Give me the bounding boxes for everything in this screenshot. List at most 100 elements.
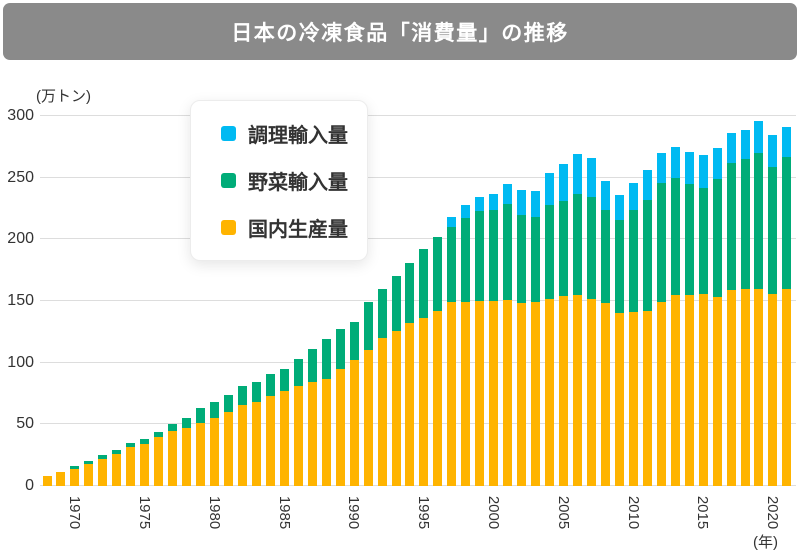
bar-2009 bbox=[614, 194, 624, 486]
bar-segment-1971 bbox=[84, 463, 94, 486]
bar-segment-1996 bbox=[433, 310, 443, 486]
bar-segment-2018 bbox=[740, 288, 750, 486]
bar-segment-1997 bbox=[447, 217, 457, 227]
bar-segment-2012 bbox=[656, 153, 666, 183]
bar-segment-2016 bbox=[712, 178, 722, 298]
x-tick-label-1980: 1980 bbox=[206, 495, 224, 529]
bar-segment-2012 bbox=[656, 302, 666, 486]
bar-segment-1998 bbox=[461, 218, 471, 303]
bar-1973 bbox=[112, 450, 122, 486]
bar-segment-1972 bbox=[98, 455, 108, 459]
legend-label-domestic-production: 国内生産量 bbox=[248, 219, 348, 241]
bar-2017 bbox=[726, 133, 736, 486]
bar-segment-2021 bbox=[782, 288, 792, 486]
bar-segment-1987 bbox=[307, 382, 317, 486]
bar-segment-1981 bbox=[223, 394, 233, 412]
chart-title-bar: 日本の冷凍食品「消費量」の推移 bbox=[3, 3, 797, 60]
bar-segment-2015 bbox=[698, 155, 708, 188]
bar-1997 bbox=[447, 217, 457, 486]
bar-1989 bbox=[335, 329, 345, 486]
bar-segment-2007 bbox=[586, 298, 596, 486]
bar-segment-1993 bbox=[391, 276, 401, 331]
bar-segment-2010 bbox=[628, 312, 638, 486]
bar-segment-2000 bbox=[489, 301, 499, 486]
bar-segment-1990 bbox=[349, 360, 359, 486]
bar-segment-2001 bbox=[503, 203, 513, 300]
bar-segment-1991 bbox=[363, 302, 373, 351]
bar-1979 bbox=[196, 408, 206, 486]
bar-segment-2015 bbox=[698, 187, 708, 294]
bar-segment-2018 bbox=[740, 129, 750, 160]
bar-segment-2017 bbox=[726, 289, 736, 486]
bar-segment-2009 bbox=[614, 313, 624, 486]
bar-1996 bbox=[433, 236, 443, 486]
gridline-200 bbox=[40, 238, 796, 240]
x-tick-label-1995: 1995 bbox=[415, 495, 433, 529]
bar-2019 bbox=[754, 120, 764, 486]
bar-1998 bbox=[461, 204, 471, 486]
bar-segment-1975 bbox=[140, 444, 150, 486]
bar-segment-2015 bbox=[698, 293, 708, 486]
bar-segment-2008 bbox=[600, 303, 610, 486]
bar-segment-1990 bbox=[349, 321, 359, 361]
bar-segment-2005 bbox=[559, 164, 569, 202]
legend-swatch-prepared-imports bbox=[221, 126, 236, 141]
bar-segment-1980 bbox=[210, 402, 220, 419]
legend: 調理輸入量 野菜輸入量 国内生産量 bbox=[190, 100, 368, 261]
bar-segment-1995 bbox=[419, 249, 429, 319]
bar-segment-1973 bbox=[112, 453, 122, 486]
bar-segment-1976 bbox=[154, 436, 164, 486]
bar-segment-1986 bbox=[293, 386, 303, 486]
bar-segment-2019 bbox=[754, 288, 764, 486]
bar-2018 bbox=[740, 129, 750, 486]
bar-segment-1980 bbox=[210, 418, 220, 486]
bar-2008 bbox=[600, 181, 610, 486]
bar-segment-2016 bbox=[712, 148, 722, 179]
bar-segment-2004 bbox=[545, 204, 555, 299]
bar-segment-1991 bbox=[363, 350, 373, 486]
gridline-50 bbox=[40, 423, 796, 425]
bar-segment-2020 bbox=[768, 293, 778, 486]
x-axis-unit-label: (年) bbox=[753, 534, 778, 551]
bar-segment-1996 bbox=[433, 236, 443, 311]
bar-segment-2001 bbox=[503, 299, 513, 486]
bar-1978 bbox=[182, 418, 192, 486]
bar-segment-2013 bbox=[670, 177, 680, 295]
bar-2013 bbox=[670, 146, 680, 486]
bar-1988 bbox=[321, 339, 331, 486]
bar-segment-2010 bbox=[628, 209, 638, 313]
bar-segment-1984 bbox=[265, 373, 275, 396]
y-tick-label-50: 50 bbox=[16, 415, 34, 433]
bar-1970 bbox=[70, 466, 80, 486]
y-tick-label-250: 250 bbox=[7, 168, 34, 186]
bar-segment-1992 bbox=[377, 288, 387, 338]
legend-item-prepared-imports: 調理輸入量 bbox=[221, 119, 367, 148]
y-tick-label-150: 150 bbox=[7, 292, 34, 309]
bar-2000 bbox=[489, 193, 499, 486]
bar-segment-1995 bbox=[419, 318, 429, 486]
bar-1972 bbox=[98, 455, 108, 486]
bar-segment-2018 bbox=[740, 159, 750, 289]
bar-1982 bbox=[237, 386, 247, 486]
bar-segment-1973 bbox=[112, 450, 122, 454]
bar-segment-2008 bbox=[600, 209, 610, 304]
bar-segment-2016 bbox=[712, 297, 722, 486]
bar-segment-2017 bbox=[726, 162, 736, 290]
bar-segment-1979 bbox=[196, 423, 206, 486]
bar-segment-1983 bbox=[251, 402, 261, 486]
bar-segment-1984 bbox=[265, 395, 275, 486]
bar-segment-1979 bbox=[196, 408, 206, 424]
bar-segment-2000 bbox=[489, 193, 499, 210]
bar-segment-1970 bbox=[70, 468, 80, 486]
bar-2001 bbox=[503, 183, 513, 486]
bar-segment-2021 bbox=[782, 127, 792, 157]
y-tick-label-200: 200 bbox=[7, 230, 34, 248]
x-tick-label-1970: 1970 bbox=[66, 495, 84, 529]
bar-segment-2002 bbox=[517, 190, 527, 215]
bar-segment-1974 bbox=[126, 446, 136, 486]
bar-1986 bbox=[293, 358, 303, 486]
bar-segment-1981 bbox=[223, 412, 233, 486]
bar-segment-1982 bbox=[237, 386, 247, 405]
x-tick-label-2020: 2020 bbox=[764, 495, 782, 529]
